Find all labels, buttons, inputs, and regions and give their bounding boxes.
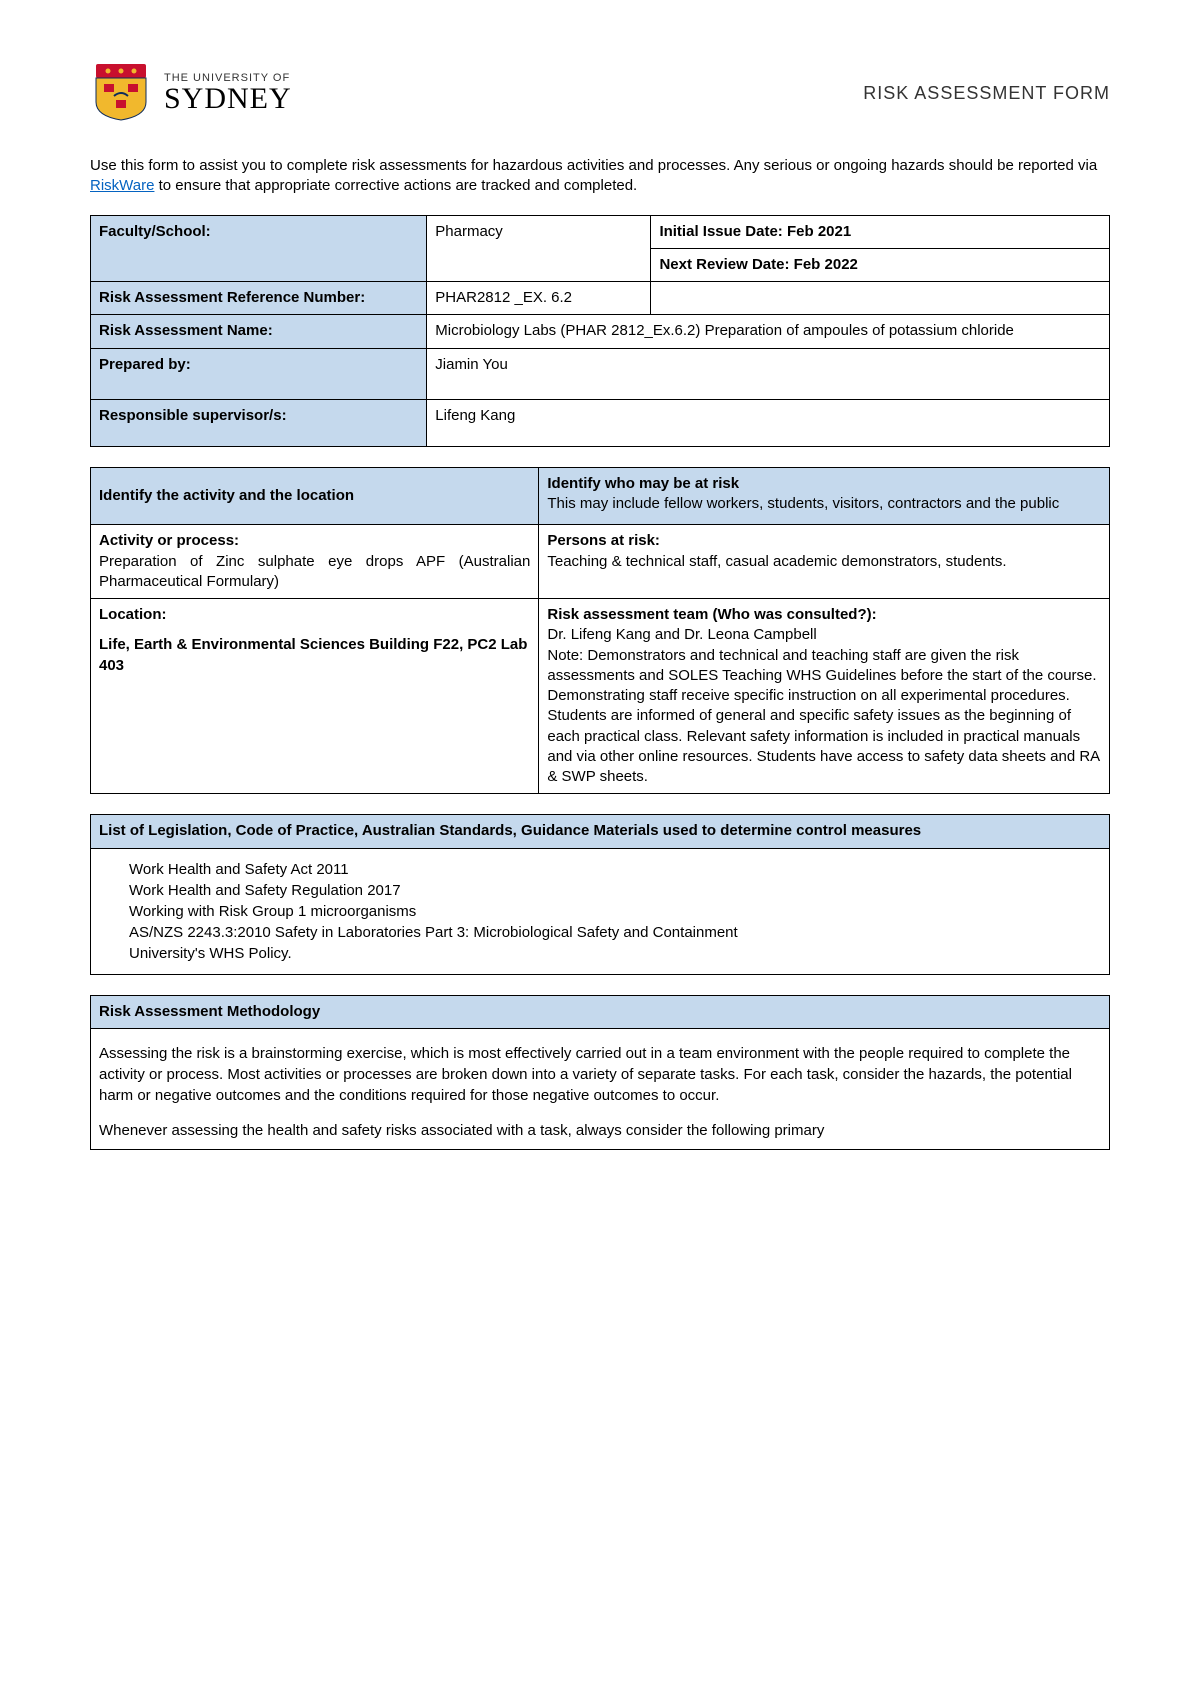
legislation-item: University's WHS Policy. <box>129 943 1095 964</box>
methodology-para1: Assessing the risk is a brainstorming ex… <box>99 1043 1101 1106</box>
location-value: Life, Earth & Environmental Sciences Bui… <box>99 636 527 673</box>
review-date-value: Feb 2022 <box>794 256 858 273</box>
legislation-table: List of Legislation, Code of Practice, A… <box>90 814 1110 974</box>
legislation-body: Work Health and Safety Act 2011Work Heal… <box>91 848 1110 974</box>
issue-date-cell: Initial Issue Date: Feb 2021 <box>651 215 1110 248</box>
team-cell: Risk assessment team (Who was consulted?… <box>539 599 1110 794</box>
prepared-value: Jiamin You <box>427 348 1110 399</box>
legislation-item: Working with Risk Group 1 microorganisms <box>129 901 1095 922</box>
supervisor-label: Responsible supervisor/s: <box>91 399 427 446</box>
info-table: Faculty/School: Pharmacy Initial Issue D… <box>90 215 1110 448</box>
risk-header-sub: This may include fellow workers, student… <box>547 494 1101 514</box>
logo-block: THE UNIVERSITY OF SYDNEY <box>90 60 292 126</box>
issue-date-value: Feb 2021 <box>787 223 851 240</box>
legislation-item: Work Health and Safety Regulation 2017 <box>129 880 1095 901</box>
faculty-value: Pharmacy <box>427 215 651 282</box>
legislation-item: AS/NZS 2243.3:2010 Safety in Laboratorie… <box>129 922 1095 943</box>
persons-value: Teaching & technical staff, casual acade… <box>547 552 1101 572</box>
intro-text-before: Use this form to assist you to complete … <box>90 157 1097 174</box>
activity-value: Preparation of Zinc sulphate eye drops A… <box>99 552 530 593</box>
location-label: Location: <box>99 606 167 623</box>
ref-empty <box>651 282 1110 315</box>
issue-date-label: Initial Issue Date: <box>659 223 782 240</box>
persons-label: Persons at risk: <box>547 532 660 549</box>
university-crest-icon <box>90 60 152 126</box>
methodology-table: Risk Assessment Methodology Assessing th… <box>90 995 1110 1150</box>
review-date-label: Next Review Date: <box>659 256 789 273</box>
activity-cell: Activity or process: Preparation of Zinc… <box>91 525 539 599</box>
riskware-link[interactable]: RiskWare <box>90 177 154 194</box>
methodology-para2: Whenever assessing the health and safety… <box>99 1120 1101 1141</box>
persons-cell: Persons at risk: Teaching & technical st… <box>539 525 1110 599</box>
legislation-header: List of Legislation, Code of Practice, A… <box>91 815 1110 848</box>
intro-text-after: to ensure that appropriate corrective ac… <box>154 177 637 194</box>
legislation-list: Work Health and Safety Act 2011Work Heal… <box>99 855 1101 968</box>
methodology-body: Assessing the risk is a brainstorming ex… <box>91 1028 1110 1149</box>
review-date-cell: Next Review Date: Feb 2022 <box>651 248 1110 281</box>
methodology-header: Risk Assessment Methodology <box>91 995 1110 1028</box>
activity-header: Identify the activity and the location <box>91 468 539 525</box>
legislation-item: Work Health and Safety Act 2011 <box>129 859 1095 880</box>
form-title: RISK ASSESSMENT FORM <box>863 83 1110 104</box>
prepared-label: Prepared by: <box>91 348 427 399</box>
assessment-name-label: Risk Assessment Name: <box>91 315 427 348</box>
risk-header: Identify who may be at risk <box>547 474 1101 494</box>
uni-name-line2: SYDNEY <box>164 84 292 114</box>
supervisor-value: Lifeng Kang <box>427 399 1110 446</box>
ref-label: Risk Assessment Reference Number: <box>91 282 427 315</box>
activity-label: Activity or process: <box>99 532 239 549</box>
faculty-label: Faculty/School: <box>91 215 427 282</box>
team-label: Risk assessment team (Who was consulted?… <box>547 606 876 623</box>
activity-risk-table: Identify the activity and the location I… <box>90 467 1110 794</box>
location-cell: Location: Life, Earth & Environmental Sc… <box>91 599 539 794</box>
ref-value: PHAR2812 _EX. 6.2 <box>427 282 651 315</box>
risk-header-cell: Identify who may be at risk This may inc… <box>539 468 1110 525</box>
page-header: THE UNIVERSITY OF SYDNEY RISK ASSESSMENT… <box>90 60 1110 126</box>
university-name: THE UNIVERSITY OF SYDNEY <box>164 73 292 114</box>
team-value: Dr. Lifeng Kang and Dr. Leona Campbell N… <box>547 625 1101 787</box>
assessment-name-value: Microbiology Labs (PHAR 2812_Ex.6.2) Pre… <box>427 315 1110 348</box>
intro-paragraph: Use this form to assist you to complete … <box>90 156 1110 197</box>
